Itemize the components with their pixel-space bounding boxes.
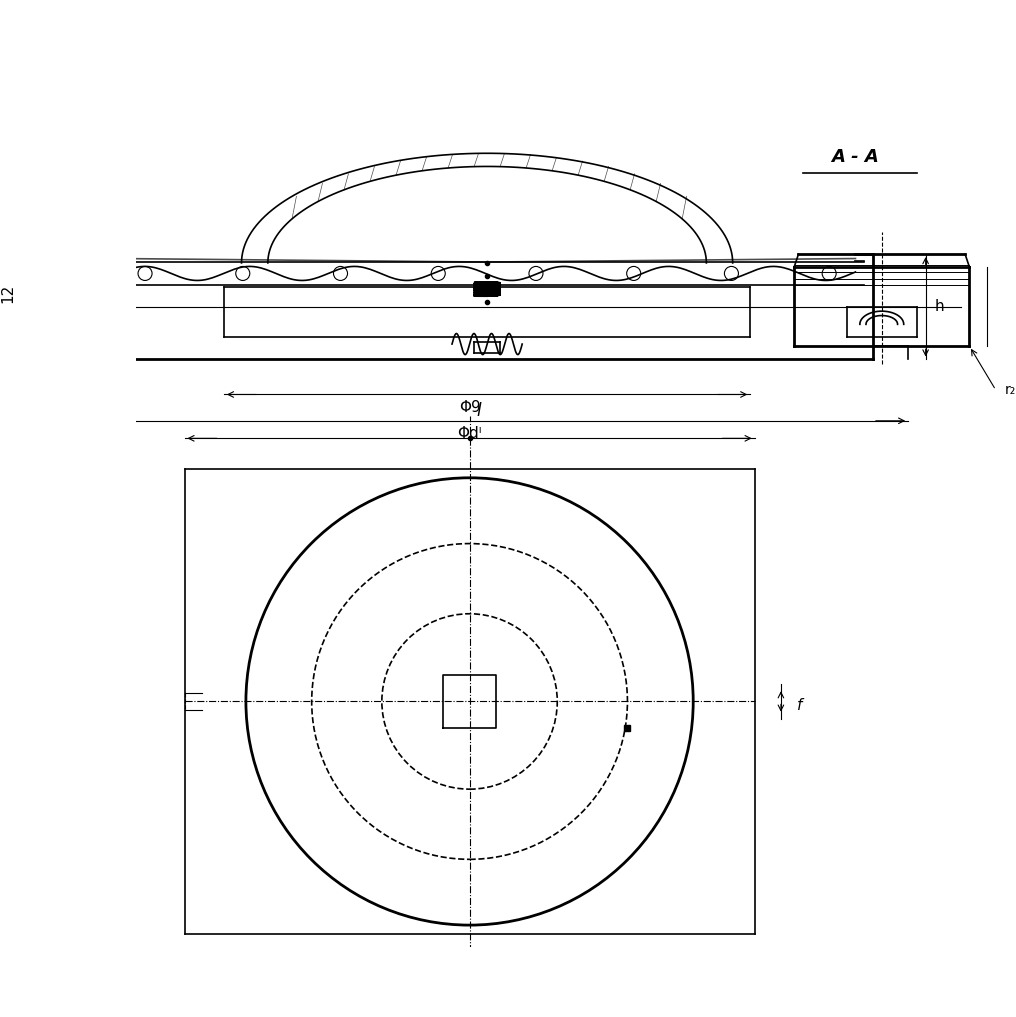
Text: A - A: A - A bbox=[832, 148, 880, 166]
Text: l: l bbox=[477, 403, 481, 420]
Text: 12: 12 bbox=[0, 284, 15, 303]
Text: h: h bbox=[935, 299, 944, 314]
Text: r₂: r₂ bbox=[1005, 383, 1016, 398]
Text: Φdᴵ: Φdᴵ bbox=[457, 426, 482, 441]
Text: f: f bbox=[797, 699, 802, 713]
Text: Φ9: Φ9 bbox=[458, 400, 481, 415]
